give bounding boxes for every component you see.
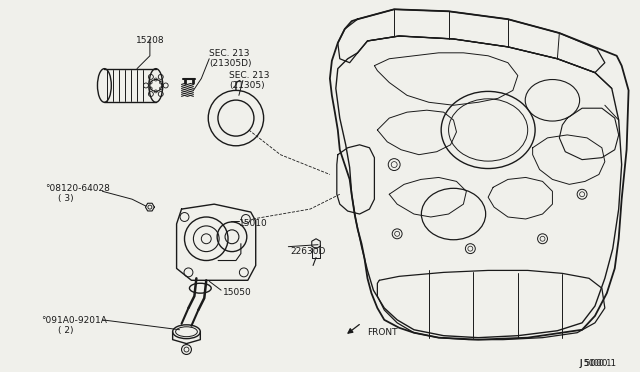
Text: J 5000 1: J 5000 1 (579, 359, 611, 368)
Text: SEC. 213: SEC. 213 (209, 49, 250, 58)
Text: ( 3): ( 3) (58, 194, 74, 203)
Text: (21305D): (21305D) (209, 59, 252, 68)
Text: J 5000 1: J 5000 1 (579, 359, 616, 368)
Text: FRONT: FRONT (367, 328, 398, 337)
Text: ( 2): ( 2) (58, 326, 74, 335)
Text: (21305): (21305) (229, 80, 264, 90)
Text: 15010: 15010 (239, 219, 268, 228)
Text: °08120-64028: °08120-64028 (45, 185, 110, 193)
Text: 15208: 15208 (136, 36, 164, 45)
Text: 15050: 15050 (223, 288, 252, 297)
Text: SEC. 213: SEC. 213 (229, 71, 269, 80)
Text: 22630D: 22630D (291, 247, 326, 256)
Text: °091A0-9201A: °091A0-9201A (41, 316, 107, 325)
